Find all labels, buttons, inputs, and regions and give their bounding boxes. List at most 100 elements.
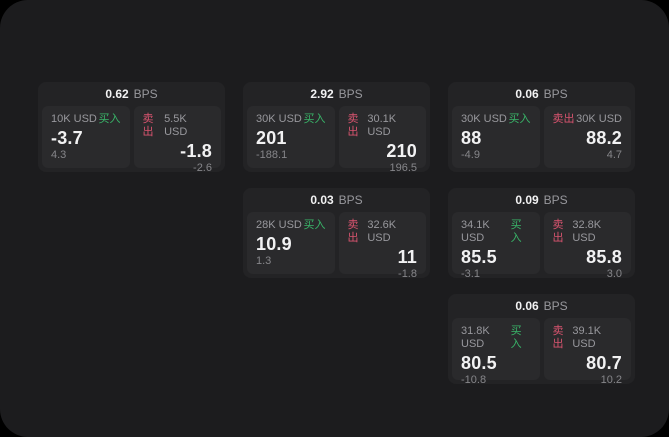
sell-top-row: 卖出 32.8K USD (553, 219, 623, 245)
card-header: 0.03 BPS (247, 188, 426, 212)
sell-panel[interactable]: 卖出 5.5K USD -1.8 -2.6 (133, 106, 221, 174)
buy-amount: 10K USD (51, 113, 97, 125)
buy-top-row: 34.1K USD 买入 (461, 219, 531, 245)
buy-amount: 30K USD (256, 113, 302, 125)
buy-amount: 31.8K USD (461, 325, 490, 350)
buy-top-row: 30K USD 买入 (256, 113, 326, 126)
bps-value: 0.03 (310, 193, 334, 207)
buy-price: 88 (461, 128, 482, 148)
buy-top-row: 28K USD 买入 (256, 219, 326, 232)
buy-top-row: 10K USD 买入 (51, 113, 121, 126)
buy-side-label: 买入 (508, 113, 531, 125)
sell-sub-value: 4.7 (606, 149, 622, 161)
bps-value: 0.06 (515, 87, 539, 101)
sell-price: 11 (397, 247, 417, 267)
sell-panel[interactable]: 卖出 32.6K USD 11 -1.8 (338, 212, 426, 280)
sell-price: 88.2 (586, 128, 622, 148)
sell-top-row: 卖出 32.6K USD (348, 219, 418, 245)
sell-side-label: 卖出 (552, 113, 575, 125)
buy-top-row: 30K USD 买入 (461, 113, 531, 126)
sell-amount: 32.6K USD (367, 219, 397, 244)
buy-sub-value: 4.3 (51, 149, 67, 161)
buy-panel[interactable]: 31.8K USD 买入 80.5 -10.8 (452, 318, 540, 386)
sell-price: 85.8 (586, 247, 622, 267)
buy-panel[interactable]: 30K USD 买入 88 -4.9 (452, 106, 540, 168)
buy-panel[interactable]: 28K USD 买入 10.9 1.3 (247, 212, 335, 274)
buy-sub-value: -4.9 (461, 149, 480, 161)
cards-grid: 0.62 BPS 10K USD 买入 -3.7 4.3 卖出 (38, 82, 635, 386)
sell-sub-value: 196.5 (389, 162, 417, 174)
panels: 30K USD 买入 201 -188.1 卖出 30.1K USD 210 1… (247, 106, 426, 174)
sell-sub-value: 3.0 (606, 268, 622, 280)
card-header: 2.92 BPS (247, 82, 426, 106)
quote-card: 0.06 BPS 30K USD 买入 88 -4.9 卖出 (448, 82, 635, 172)
sell-panel[interactable]: 卖出 32.8K USD 85.8 3.0 (543, 212, 631, 280)
bps-unit: BPS (543, 87, 568, 101)
buy-panel[interactable]: 30K USD 买入 201 -188.1 (247, 106, 335, 168)
sell-amount: 5.5K USD (164, 113, 188, 138)
sell-top-row: 卖出 30.1K USD (348, 113, 418, 139)
buy-sub-value: -188.1 (256, 149, 288, 161)
bps-value: 0.06 (515, 299, 539, 313)
sell-sub-value: 10.2 (600, 374, 622, 386)
buy-price: 85.5 (461, 247, 497, 267)
buy-sub-value: -10.8 (461, 374, 487, 386)
buy-side-label: 买入 (303, 113, 326, 125)
sell-panel[interactable]: 卖出 39.1K USD 80.7 10.2 (543, 318, 631, 386)
sell-side-label: 卖出 (347, 219, 359, 244)
sell-amount: 30K USD (576, 113, 622, 125)
buy-amount: 30K USD (461, 113, 507, 125)
buy-side-label: 买入 (510, 219, 522, 244)
buy-side-label: 买入 (303, 219, 326, 231)
sell-price: 210 (386, 141, 417, 161)
sell-panel[interactable]: 卖出 30.1K USD 210 196.5 (338, 106, 426, 174)
bps-unit: BPS (133, 87, 158, 101)
buy-top-row: 31.8K USD 买入 (461, 325, 531, 351)
sell-price: 80.7 (586, 353, 622, 373)
buy-side-label: 买入 (98, 113, 121, 125)
card-header: 0.09 BPS (452, 188, 631, 212)
sell-sub-value: -1.8 (398, 268, 417, 280)
sell-price: -1.8 (180, 141, 212, 161)
panels: 10K USD 买入 -3.7 4.3 卖出 5.5K USD -1.8 -2.… (42, 106, 221, 174)
sell-top-row: 卖出 30K USD (553, 113, 623, 126)
sell-amount: 30.1K USD (367, 113, 397, 138)
buy-amount: 28K USD (256, 219, 302, 231)
sell-side-label: 卖出 (142, 113, 154, 138)
sell-top-row: 卖出 39.1K USD (553, 325, 623, 351)
bps-unit: BPS (543, 299, 568, 313)
buy-panel[interactable]: 34.1K USD 买入 85.5 -3.1 (452, 212, 540, 280)
panels: 30K USD 买入 88 -4.9 卖出 30K USD 88.2 4.7 (452, 106, 631, 168)
bps-unit: BPS (338, 193, 363, 207)
buy-sub-value: 1.3 (256, 255, 272, 267)
buy-price: 201 (256, 128, 287, 148)
quote-card: 0.62 BPS 10K USD 买入 -3.7 4.3 卖出 (38, 82, 225, 174)
sell-top-row: 卖出 5.5K USD (143, 113, 213, 139)
buy-amount: 34.1K USD (461, 219, 490, 244)
quote-card: 0.06 BPS 31.8K USD 买入 80.5 -10.8 卖 (448, 294, 635, 386)
card-header: 0.06 BPS (452, 294, 631, 318)
card-header: 0.06 BPS (452, 82, 631, 106)
buy-price: -3.7 (51, 128, 83, 148)
panels: 31.8K USD 买入 80.5 -10.8 卖出 39.1K USD 80.… (452, 318, 631, 386)
bps-value: 0.09 (515, 193, 539, 207)
sell-side-label: 卖出 (552, 219, 564, 244)
buy-side-label: 买入 (510, 325, 522, 350)
bps-unit: BPS (543, 193, 568, 207)
sell-sub-value: -2.6 (193, 162, 212, 174)
sell-amount: 39.1K USD (572, 325, 602, 350)
buy-sub-value: -3.1 (461, 268, 480, 280)
buy-panel[interactable]: 10K USD 买入 -3.7 4.3 (42, 106, 130, 168)
bps-value: 0.62 (105, 87, 129, 101)
sell-side-label: 卖出 (552, 325, 564, 350)
buy-price: 10.9 (256, 234, 292, 254)
quote-card: 0.09 BPS 34.1K USD 买入 85.5 -3.1 卖出 (448, 188, 635, 280)
panels: 28K USD 买入 10.9 1.3 卖出 32.6K USD 11 -1.8 (247, 212, 426, 280)
sell-panel[interactable]: 卖出 30K USD 88.2 4.7 (543, 106, 631, 168)
sell-side-label: 卖出 (347, 113, 359, 138)
sell-amount: 32.8K USD (572, 219, 602, 244)
bps-value: 2.92 (310, 87, 334, 101)
panels: 34.1K USD 买入 85.5 -3.1 卖出 32.8K USD 85.8… (452, 212, 631, 280)
